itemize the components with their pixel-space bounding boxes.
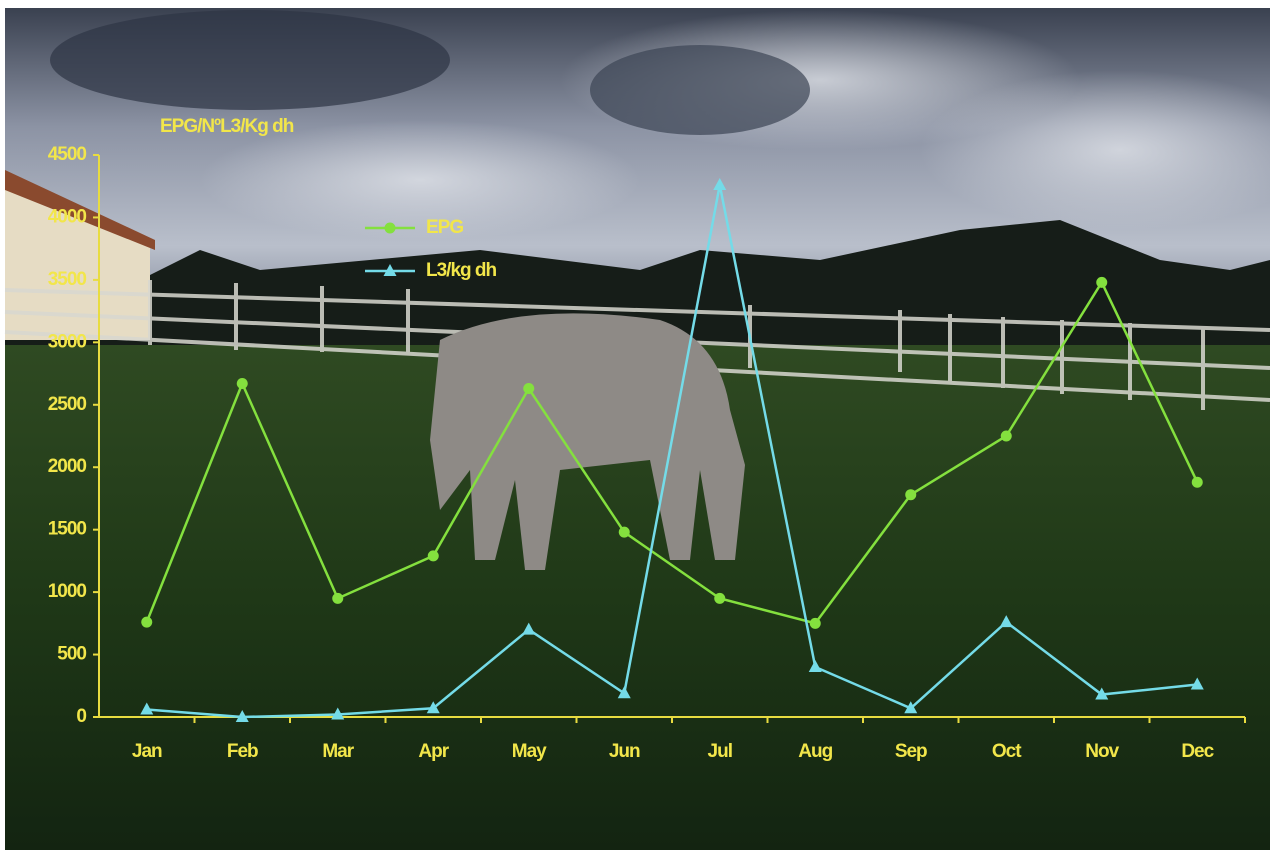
data-point (905, 489, 917, 501)
series-line (146, 184, 1198, 719)
chart-title: EPG/NºL3/Kg dh (160, 116, 294, 137)
data-point (236, 378, 248, 390)
data-point (523, 383, 535, 395)
x-tick-label: Jun (609, 741, 640, 762)
x-tick-label: May (512, 741, 547, 762)
x-tick-label: Feb (227, 741, 258, 762)
data-point (713, 177, 727, 190)
data-point (904, 701, 918, 714)
data-point (1000, 430, 1012, 442)
data-point (235, 710, 249, 722)
legend-marker (384, 222, 396, 234)
y-tick-label: 4000 (48, 206, 87, 227)
data-point (331, 707, 345, 720)
y-tick-label: 3000 (48, 331, 87, 352)
x-tick-label: Nov (1085, 741, 1119, 762)
x-tick-label: Apr (418, 741, 449, 762)
data-point (808, 660, 822, 673)
x-tick-label: Sep (895, 741, 927, 762)
x-tick-label: Dec (1181, 741, 1214, 762)
data-point (522, 622, 536, 635)
data-point (427, 550, 439, 562)
photo-background (4, 8, 1270, 850)
x-tick-label: Jan (132, 741, 162, 762)
data-point (426, 701, 440, 714)
data-point (141, 616, 153, 628)
y-tick-label: 0 (76, 706, 86, 727)
data-point (1095, 687, 1109, 700)
y-tick-label: 2000 (48, 456, 87, 477)
y-tick-label: 4500 (48, 144, 87, 165)
legend-label: EPG (426, 217, 463, 238)
data-point (1190, 677, 1204, 690)
data-point (1096, 276, 1108, 288)
x-tick-label: Jul (708, 741, 732, 762)
x-tick-label: Aug (798, 741, 832, 762)
data-point (140, 702, 154, 715)
series-line (145, 279, 1199, 625)
y-tick-label: 3500 (48, 269, 87, 290)
data-point (999, 615, 1013, 628)
y-tick-label: 1500 (48, 519, 87, 540)
legend-label: L3/kg dh (426, 260, 497, 281)
x-tick-label: Oct (992, 741, 1022, 762)
y-tick-label: 1000 (48, 581, 87, 602)
data-point (1191, 476, 1203, 488)
data-point (809, 617, 821, 629)
y-tick-label: 2500 (48, 394, 87, 415)
data-point (618, 526, 630, 538)
x-tick-label: Mar (322, 741, 354, 762)
data-point (332, 592, 344, 604)
legend-marker (383, 264, 397, 276)
data-point (714, 592, 726, 604)
data-point (617, 686, 631, 699)
y-tick-label: 500 (57, 644, 86, 665)
